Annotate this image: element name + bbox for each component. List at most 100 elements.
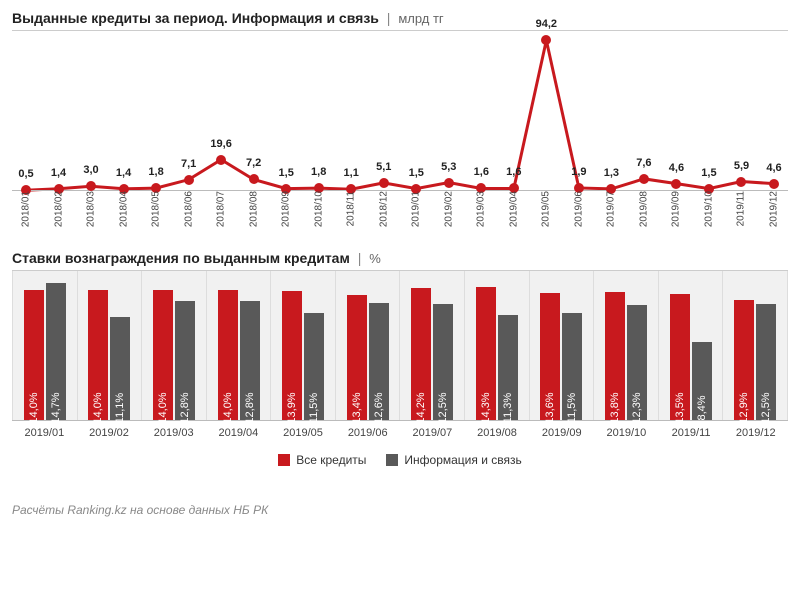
line-series bbox=[26, 40, 774, 190]
bar-group: 12,9% 12,5% bbox=[722, 271, 788, 420]
line-marker bbox=[249, 174, 259, 184]
legend-item: Все кредиты bbox=[278, 453, 366, 467]
bar-value-label: 13,5% bbox=[674, 392, 686, 423]
bar-value-label: 13,4% bbox=[351, 392, 363, 423]
bar-series-2: 11,5% bbox=[304, 313, 324, 420]
bar-series-1: 14,2% bbox=[411, 288, 431, 420]
bar-series-2: 12,8% bbox=[240, 301, 260, 420]
line-chart-title: Выданные кредиты за период. Информация и… bbox=[0, 0, 800, 30]
bar-value-label: 11,1% bbox=[114, 393, 126, 423]
bar-value-label: 12,5% bbox=[760, 392, 772, 423]
bar-value-label: 12,9% bbox=[738, 392, 750, 423]
line-x-label: 2019/12 bbox=[769, 191, 780, 227]
line-value-label: 1,5 bbox=[701, 167, 716, 179]
bar-group: 13,4%12,6% bbox=[335, 271, 400, 420]
bar-value-label: 12,8% bbox=[179, 392, 191, 423]
bar-x-label: 2019/12 bbox=[723, 421, 788, 445]
line-x-label: 2019/06 bbox=[573, 191, 584, 227]
bar-series-2: 12,3% bbox=[627, 305, 647, 420]
line-value-label: 1,5 bbox=[279, 167, 294, 179]
line-chart-plot: 0,51,43,01,41,87,119,67,21,51,81,15,11,5… bbox=[12, 31, 788, 191]
line-value-label: 1,4 bbox=[51, 167, 66, 179]
line-value-label: 4,6 bbox=[766, 162, 781, 174]
bar-x-label: 2019/07 bbox=[400, 421, 465, 445]
bar-series-1: 14,3% bbox=[476, 287, 496, 420]
bar-group: 14,0% 11,1% bbox=[77, 271, 142, 420]
line-x-label: 2019/03 bbox=[476, 191, 487, 227]
line-value-label: 5,9 bbox=[734, 160, 749, 172]
footer-attribution: Расчёты Ranking.kz на основе данных НБ Р… bbox=[0, 495, 800, 525]
bar-series-2: 11,3% bbox=[498, 315, 518, 420]
bar-value-label: 12,8% bbox=[244, 392, 256, 423]
bar-value-label: 11,3% bbox=[502, 393, 514, 423]
bar-value-label: 8,4% bbox=[696, 395, 708, 420]
bar-x-label: 2019/02 bbox=[77, 421, 142, 445]
bar-group: 13,9% 11,5% bbox=[270, 271, 335, 420]
bar-series-2: 11,1% bbox=[110, 317, 130, 420]
line-value-label: 1,5 bbox=[409, 167, 424, 179]
line-x-label: 2018/09 bbox=[281, 191, 292, 227]
line-value-label: 4,6 bbox=[669, 162, 684, 174]
bar-series-2: 14,7% bbox=[46, 283, 66, 420]
line-x-label: 2018/11 bbox=[346, 191, 357, 226]
line-marker bbox=[216, 155, 226, 165]
bar-value-label: 14,7% bbox=[50, 392, 62, 423]
bar-series-1: 13,4% bbox=[347, 295, 367, 420]
line-chart: 0,51,43,01,41,87,119,67,21,51,81,15,11,5… bbox=[12, 30, 788, 240]
bar-series-1: 14,0% bbox=[88, 290, 108, 420]
line-x-label: 2019/08 bbox=[638, 191, 649, 227]
line-chart-x-axis: 2018/012018/022018/032018/042018/052018/… bbox=[12, 191, 788, 241]
bar-value-label: 13,9% bbox=[286, 392, 298, 423]
line-marker bbox=[671, 179, 681, 189]
bar-x-label: 2019/01 bbox=[12, 421, 77, 445]
line-marker bbox=[86, 181, 96, 191]
bar-chart-x-axis: 2019/012019/022019/032019/042019/052019/… bbox=[12, 421, 788, 445]
line-x-label: 2018/07 bbox=[216, 191, 227, 227]
bar-series-2: 11,5% bbox=[562, 313, 582, 420]
line-marker bbox=[379, 178, 389, 188]
bar-group: 13,5% 8,4% bbox=[658, 271, 723, 420]
bar-value-label: 14,2% bbox=[415, 392, 427, 423]
line-x-label: 2018/04 bbox=[118, 191, 129, 227]
line-x-label: 2018/12 bbox=[378, 191, 389, 227]
bar-x-label: 2019/10 bbox=[594, 421, 659, 445]
bar-series-2: 12,5% bbox=[433, 304, 453, 420]
bar-series-2: 8,4% bbox=[692, 342, 712, 420]
line-value-label: 1,8 bbox=[311, 166, 326, 178]
bar-value-label: 14,0% bbox=[222, 392, 234, 423]
line-value-label: 7,1 bbox=[181, 158, 196, 170]
bar-group: 13,8%12,3% bbox=[593, 271, 658, 420]
line-value-label: 19,6 bbox=[210, 138, 231, 150]
line-x-label: 2019/02 bbox=[443, 191, 454, 227]
line-x-label: 2018/03 bbox=[86, 191, 97, 227]
bar-group: 14,0% 12,8% bbox=[206, 271, 271, 420]
bar-x-label: 2019/08 bbox=[465, 421, 530, 445]
legend-label: Информация и связь bbox=[404, 453, 521, 467]
line-x-label: 2018/10 bbox=[313, 191, 324, 227]
bar-chart: 14,0% 14,7% 14,0% 11,1% 14,0% 12,8% 14,0% 12,8%… bbox=[12, 270, 788, 495]
line-value-label: 7,6 bbox=[636, 157, 651, 169]
line-marker bbox=[541, 35, 551, 45]
legend-label: Все кредиты bbox=[296, 453, 366, 467]
bar-group: 13,6%11,5% bbox=[529, 271, 594, 420]
title-separator: | bbox=[387, 10, 391, 26]
line-value-label: 1,3 bbox=[604, 167, 619, 179]
line-chart-unit: млрд тг bbox=[398, 11, 443, 26]
line-value-label: 5,3 bbox=[441, 161, 456, 173]
line-marker bbox=[444, 178, 454, 188]
bar-x-label: 2019/11 bbox=[659, 421, 724, 445]
line-x-label: 2019/09 bbox=[671, 191, 682, 227]
bar-chart-title: Ставки вознаграждения по выданным кредит… bbox=[0, 240, 800, 270]
bar-series-1: 14,0% bbox=[153, 290, 173, 420]
bar-value-label: 11,5% bbox=[566, 393, 578, 423]
line-x-label: 2018/02 bbox=[53, 191, 64, 227]
bar-x-label: 2019/03 bbox=[141, 421, 206, 445]
line-value-label: 7,2 bbox=[246, 157, 261, 169]
bar-value-label: 12,5% bbox=[437, 392, 449, 423]
bar-x-label: 2019/04 bbox=[206, 421, 271, 445]
bar-value-label: 11,5% bbox=[308, 393, 320, 423]
title-separator: | bbox=[358, 250, 362, 266]
bar-value-label: 14,0% bbox=[28, 392, 40, 423]
bar-group: 14,2% 12,5% bbox=[399, 271, 464, 420]
bar-series-1: 13,5% bbox=[670, 294, 690, 420]
